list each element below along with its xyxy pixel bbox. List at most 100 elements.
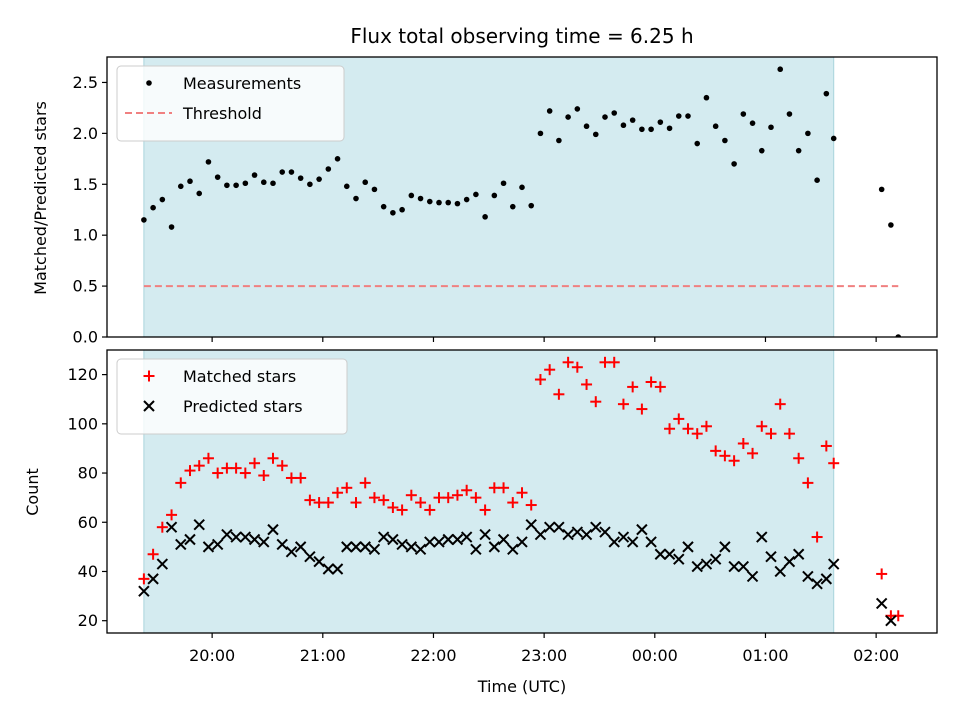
data-point [516,536,528,548]
data-point [895,334,902,337]
data-point [488,482,500,494]
data-point [710,445,722,457]
data-point [793,452,805,464]
data-point [451,533,464,546]
legend-box [116,358,348,435]
y-tick-label: 1.0 [73,226,98,245]
y-tick-label: 120 [67,365,98,384]
data-point [436,199,442,206]
data-point [636,403,648,415]
y-tick-label: 20 [78,611,98,630]
data-point [553,388,565,400]
data-point [470,543,482,556]
y-tick-label: 40 [78,562,98,581]
data-point [359,541,371,553]
data-point [147,548,159,560]
legend-label: Measurements [183,74,301,93]
data-point [417,195,424,202]
legend-box [116,65,345,142]
data-point [147,573,159,585]
top-legend: Measurements Threshold [116,65,345,142]
x-tick-label: 01:00 [742,646,788,665]
data-point [602,114,608,120]
data-point [712,123,719,130]
data-point [138,573,150,585]
data-point [722,137,728,144]
y-tick-label: 80 [78,464,98,483]
data-point [279,169,286,175]
data-point [479,528,491,541]
data-point [648,126,654,133]
data-point [565,114,571,120]
data-point [362,179,369,186]
data-point [451,489,463,501]
data-point [460,531,473,543]
y-tick-label: 2.0 [73,124,98,143]
data-point [267,452,279,464]
bottom-axes-frame [106,349,938,634]
data-point [168,224,175,230]
data-point [211,538,224,551]
data-point [528,202,535,209]
data-point [876,568,888,580]
data-point [786,111,793,117]
data-point [202,452,214,464]
data-point [820,440,832,452]
data-point [728,560,740,573]
data-point [239,467,251,479]
data-point [212,467,224,479]
data-point [617,398,629,410]
data-point [765,428,777,440]
y-tick-label: 2.5 [73,73,98,92]
data-point [353,195,359,202]
data-point [341,541,353,553]
bottom-panel: 20 40 60 80 100 120 20:00 21:00 22:00 23:00 00:00 0… [67,349,938,665]
data-point [737,560,750,573]
data-point [368,543,381,556]
bottom-legend: Matched stars Predicted stars [116,358,348,435]
bottom-y-axis-label: Count [23,468,42,516]
data-point [654,548,667,560]
data-point [230,462,242,474]
data-point [304,551,316,563]
data-point [878,186,885,193]
x-tick-label: 02:00 [853,646,899,665]
data-point [581,378,593,390]
data-point [322,563,335,575]
data-point [703,94,710,101]
data-point [811,531,823,543]
data-point [525,519,537,531]
legend-label: Matched stars [183,367,296,386]
data-point [666,125,673,132]
data-point [590,521,602,533]
data-point [682,541,694,553]
data-point [297,175,304,181]
data-point [509,203,516,210]
data-point [700,420,712,432]
data-point [405,489,417,501]
data-point [230,531,242,543]
data-point [875,597,888,610]
data-point [359,477,371,489]
data-point [304,494,316,506]
data-point [316,176,322,182]
data-point [544,364,556,376]
data-point [414,543,427,556]
data-point [322,497,334,509]
data-point [224,182,230,189]
data-point [424,536,436,548]
data-point [571,526,584,538]
y-tick-label: 60 [78,513,98,532]
data-point [611,110,618,116]
data-point [424,504,436,516]
data-point [636,523,648,536]
data-point [341,482,353,494]
data-point [507,497,519,509]
data-point [673,553,685,565]
data-point [543,521,556,533]
data-point [691,560,703,573]
y-tick-label: 1.5 [73,175,98,194]
data-point [583,123,590,130]
data-point [758,147,765,154]
data-point [664,423,676,435]
